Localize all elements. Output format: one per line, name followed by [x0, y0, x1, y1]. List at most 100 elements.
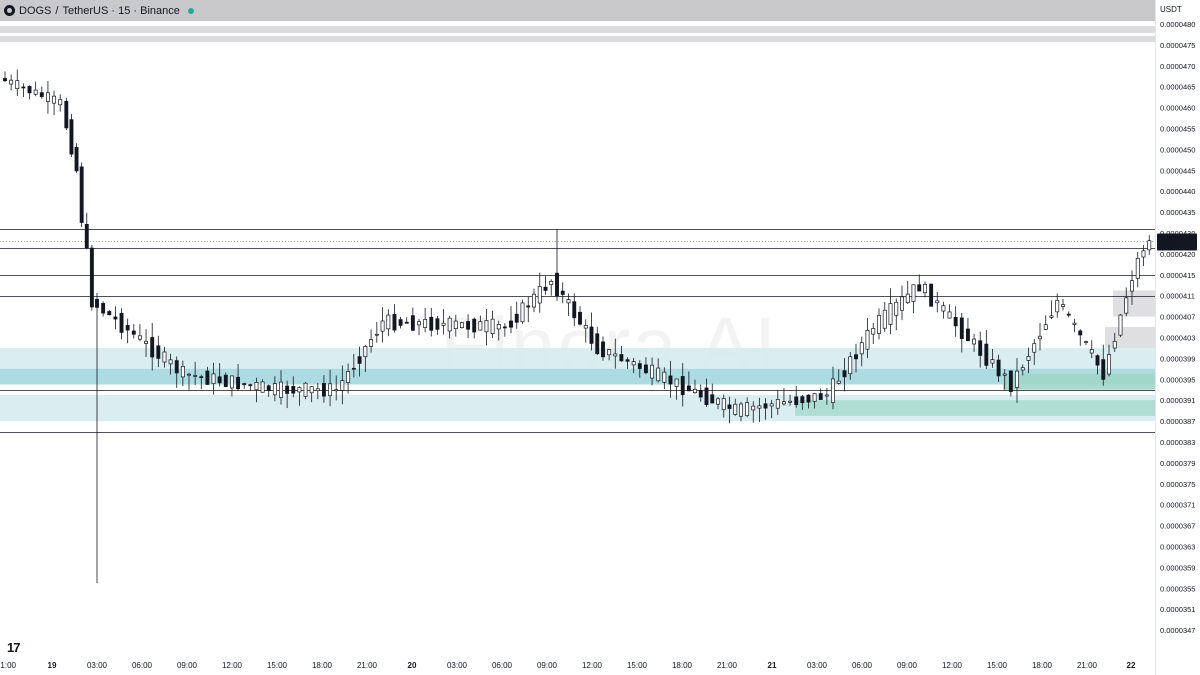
candle-body-6 — [39, 92, 44, 98]
candle-body-183 — [1095, 355, 1100, 366]
candle-body-131 — [788, 400, 793, 403]
candle-body-100 — [601, 341, 605, 358]
candle-body-60 — [363, 346, 368, 358]
y-tick-label: 0.0000399 — [1160, 354, 1195, 363]
candle-body-157 — [941, 305, 946, 312]
candle-body-78 — [472, 318, 477, 333]
candle-body-38 — [229, 375, 234, 389]
candle-body-56 — [340, 380, 345, 391]
candle-body-83 — [502, 326, 507, 329]
candle-body-55 — [334, 389, 339, 392]
candle-body-40 — [242, 383, 247, 385]
candle-body-170 — [1020, 367, 1025, 371]
candle-body-10 — [64, 100, 69, 129]
candle-body-107 — [643, 364, 648, 374]
y-tick-label: 0.0000355 — [1160, 584, 1195, 593]
candle-body-128 — [769, 403, 774, 407]
candle-body-70 — [423, 319, 428, 328]
candle-body-178 — [1066, 313, 1071, 316]
candle-body-54 — [328, 383, 333, 397]
candle-body-111 — [668, 375, 673, 385]
candle-body-14 — [84, 223, 89, 249]
candle-body-33 — [199, 376, 204, 378]
candle-body-187 — [1118, 314, 1123, 336]
candle-body-155 — [929, 283, 934, 307]
candle-body-188 — [1124, 297, 1129, 314]
candle-body-116 — [698, 389, 703, 398]
candle-body-153 — [917, 284, 922, 292]
candle-body-139 — [836, 380, 841, 384]
x-tick-label: 21:00 — [0, 661, 17, 670]
candle-body-4 — [27, 86, 32, 94]
candle-body-172 — [1032, 343, 1037, 353]
candle-body-120 — [721, 398, 726, 411]
candle-body-94 — [566, 299, 571, 304]
candle-body-173 — [1038, 335, 1042, 340]
candle-body-135 — [812, 393, 817, 402]
candle-body-47 — [285, 385, 290, 394]
candle-body-144 — [865, 330, 870, 350]
candle-body-44 — [266, 385, 271, 391]
candle-body-67 — [404, 321, 409, 324]
candle-body-181 — [1084, 341, 1088, 343]
x-tick-label: 12:00 — [222, 661, 243, 670]
candle-body-82 — [496, 324, 501, 330]
y-tick-label: 0.0000465 — [1160, 83, 1195, 92]
resistance-band-top-2 — [0, 36, 1155, 42]
candle-body-50 — [303, 382, 308, 397]
candle-body-21 — [125, 325, 130, 331]
x-tick-label: 15:00 — [987, 661, 1008, 670]
candle-body-19 — [113, 316, 118, 320]
candle-body-37 — [223, 374, 228, 387]
candle-body-86 — [520, 302, 525, 323]
symbol-logo-icon — [4, 5, 15, 16]
candle-body-142 — [854, 354, 858, 360]
x-tick-label: 18:00 — [672, 661, 693, 670]
zone-1 — [0, 368, 1155, 385]
y-tick-label: 0.0000359 — [1160, 563, 1195, 572]
x-tick-label: 21 — [768, 661, 777, 670]
candle-body-168 — [1008, 370, 1013, 392]
candle-body-52 — [315, 388, 320, 392]
price-axis[interactable] — [1155, 0, 1200, 675]
candle-body-98 — [589, 326, 594, 344]
candle-body-75 — [453, 320, 458, 329]
candle-body-166 — [996, 359, 1001, 377]
candle-body-117 — [704, 387, 709, 405]
candle-body-35 — [211, 373, 216, 385]
candle-body-185 — [1107, 354, 1111, 375]
candle-body-46 — [279, 381, 283, 398]
x-tick-label: 03:00 — [447, 661, 468, 670]
y-tick-label: 0.0000411 — [1160, 292, 1195, 301]
candle-body-59 — [357, 356, 362, 364]
candle-body-163 — [978, 340, 983, 356]
candle-body-149 — [894, 301, 899, 316]
candle-body-49 — [297, 387, 302, 393]
candle-body-68 — [410, 315, 415, 331]
candle-body-12 — [74, 147, 79, 172]
candle-body-143 — [859, 342, 864, 355]
candle-body-61 — [369, 339, 374, 347]
x-tick-label: 12:00 — [582, 661, 603, 670]
candle-body-96 — [578, 311, 582, 325]
x-tick-label: 21:00 — [717, 661, 738, 670]
y-tick-label: 0.0000407 — [1160, 313, 1195, 322]
candle-body-176 — [1055, 300, 1060, 313]
candle-body-133 — [800, 396, 805, 404]
candle-body-28 — [168, 359, 173, 365]
candle-body-159 — [953, 316, 958, 327]
candle-body-32 — [193, 375, 198, 377]
candle-body-108 — [650, 364, 655, 379]
candle-body-23 — [137, 335, 142, 340]
candle-body-69 — [417, 321, 421, 326]
candle-body-160 — [959, 317, 964, 339]
candle-body-81 — [490, 318, 495, 334]
candle-body-76 — [459, 322, 464, 328]
candle-body-147 — [882, 309, 887, 329]
candle-body-39 — [236, 376, 241, 390]
candle-body-73 — [441, 322, 446, 326]
candle-body-110 — [662, 371, 667, 383]
symbol-legend[interactable]: DOGS / TetherUS · 15 · Binance — [4, 3, 194, 18]
price-label-value: 0.0000426 — [1161, 234, 1196, 243]
